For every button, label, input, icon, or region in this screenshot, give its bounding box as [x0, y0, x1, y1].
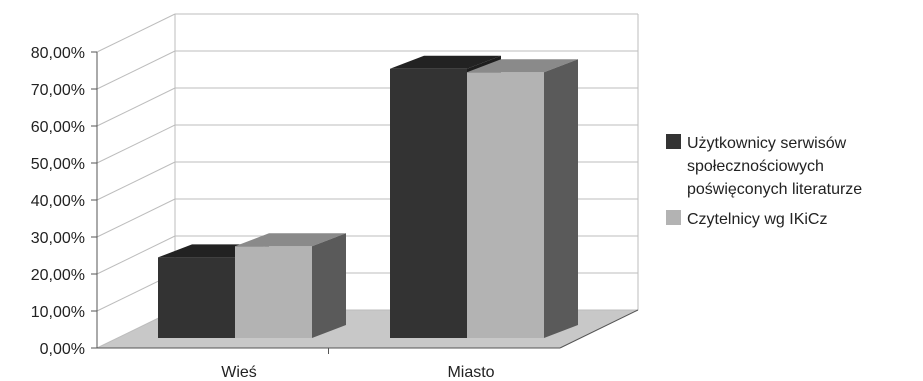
y-tick-label: 60,00%	[31, 119, 85, 136]
bar-0-1	[235, 233, 346, 338]
bar-front	[235, 246, 312, 338]
y-tick-label: 40,00%	[31, 193, 85, 210]
gridline-side	[96, 87, 176, 127]
floor-right-edge	[559, 309, 639, 349]
bar-front	[158, 257, 235, 338]
gridline-side	[96, 50, 176, 90]
bar-top	[235, 233, 346, 247]
y-tick-label: 50,00%	[31, 156, 85, 173]
y-tick-label: 70,00%	[31, 82, 85, 99]
gridline-side	[96, 235, 176, 275]
gridline-side	[96, 198, 176, 238]
y-tick-label: 80,00%	[31, 45, 85, 62]
legend-label: społecznościowych	[687, 158, 824, 175]
bar-1-1	[467, 59, 578, 339]
legend-swatch	[666, 210, 681, 225]
x-tick-label: Miasto	[447, 364, 494, 381]
bar-top	[467, 59, 578, 73]
x-tick-label: Wieś	[221, 364, 257, 381]
bar-side	[312, 233, 346, 338]
legend-label: poświęconych literaturze	[687, 181, 862, 198]
bar-front	[467, 72, 544, 339]
bar-top	[390, 55, 501, 69]
gridline-side	[96, 124, 176, 164]
bar-side	[544, 59, 578, 339]
chart-axes	[91, 51, 639, 354]
y-axis-tick-labels: 0,00% 10,00% 20,00% 30,00% 40,00% 50,00% 60,00…	[31, 45, 85, 358]
legend-label: Użytkownicy serwisów	[687, 135, 847, 152]
x-axis-tick-labels: Wieś Miasto	[221, 364, 494, 381]
chart-legend: Użytkownicy serwisów społecznościowych poś…	[666, 134, 862, 228]
gridline-side	[96, 13, 176, 53]
y-tick-label: 20,00%	[31, 267, 85, 284]
legend-swatch	[666, 134, 681, 149]
legend-label: Czytelnicy wg IKiCz	[687, 211, 827, 228]
y-tick-label: 0,00%	[40, 341, 85, 358]
y-tick-label: 10,00%	[31, 304, 85, 321]
chart-bars	[158, 55, 578, 339]
gridline-side	[96, 161, 176, 201]
bar-front	[390, 68, 467, 338]
y-tick-label: 30,00%	[31, 230, 85, 247]
